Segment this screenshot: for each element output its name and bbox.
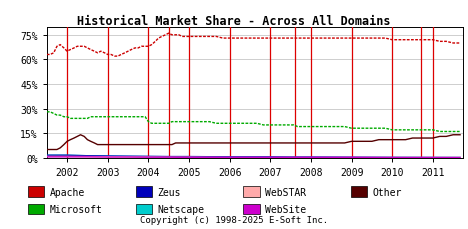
Text: Copyright (c) 1998-2025 E-Soft Inc.: Copyright (c) 1998-2025 E-Soft Inc.	[140, 215, 328, 224]
Text: Apache: Apache	[50, 187, 85, 197]
Text: Other: Other	[373, 187, 402, 197]
Text: Microsoft: Microsoft	[50, 204, 103, 214]
Text: Historical Market Share - Across All Domains: Historical Market Share - Across All Dom…	[77, 15, 391, 28]
Text: WebSite: WebSite	[265, 204, 307, 214]
Text: Netscape: Netscape	[158, 204, 205, 214]
Text: WebSTAR: WebSTAR	[265, 187, 307, 197]
Text: Zeus: Zeus	[158, 187, 181, 197]
